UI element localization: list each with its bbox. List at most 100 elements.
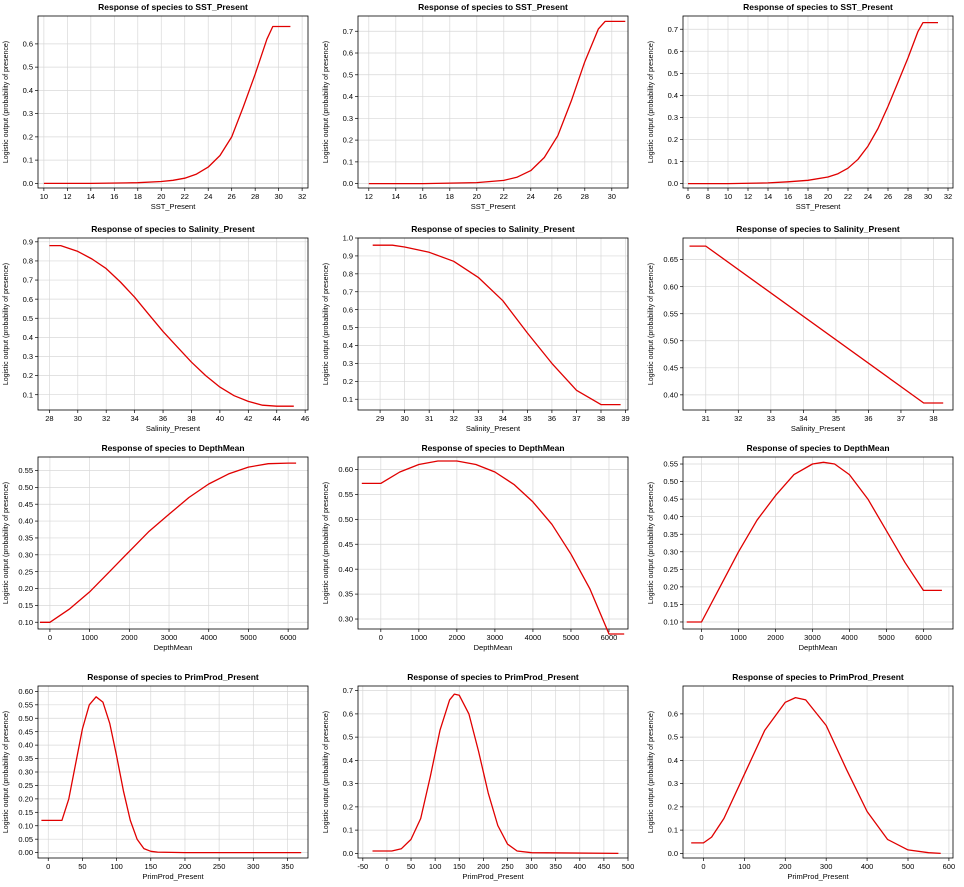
plot-area (683, 16, 953, 188)
plot-frame (357, 15, 629, 189)
response-chart-5: Response of species to Salinity_Present 2… (320, 222, 638, 434)
x-axis-label: PrimProd_Present (787, 872, 849, 881)
y-tick-label: 0.60 (338, 465, 353, 474)
plot-area (683, 457, 953, 629)
x-tick-label: 3000 (161, 633, 178, 642)
x-axis-label: SST_Present (471, 202, 517, 211)
plot-frame (682, 685, 954, 859)
y-tick-label: 0.7 (343, 287, 353, 296)
y-axis-label: Logistic output (probability of presence… (3, 263, 10, 385)
y-tick-label: 0.20 (663, 582, 678, 591)
x-axis-label: PrimProd_Present (462, 872, 524, 881)
x-tick-label: 18 (134, 192, 142, 201)
x-tick-label: 28 (45, 414, 53, 423)
y-tick-label: 0.35 (663, 530, 678, 539)
x-tick-label: 31 (702, 414, 710, 423)
y-tick-label: 0.30 (18, 550, 33, 559)
x-tick-label: 30 (924, 192, 932, 201)
chart-svg: Response of species to Salinity_Present 2… (3, 224, 309, 433)
plot-frame (37, 685, 309, 859)
y-axis-label: Logistic output (probability of presence… (323, 41, 330, 163)
x-tick-label: 46 (301, 414, 309, 423)
chart-svg: Response of species to PrimProd_Present 0… (3, 672, 309, 881)
y-tick-label: 0.9 (343, 252, 353, 261)
y-tick-label: 0.3 (343, 114, 353, 123)
x-tick-label: 28 (581, 192, 589, 201)
x-tick-label: 34 (799, 414, 807, 423)
y-tick-label: 0.40 (663, 390, 678, 399)
y-tick-label: 0.15 (18, 601, 33, 610)
y-tick-label: 0.4 (343, 92, 353, 101)
x-tick-label: 500 (902, 862, 915, 871)
chart-title: Response of species to SST_Present (743, 2, 893, 12)
y-tick-label: 0.55 (18, 466, 33, 475)
response-chart-1: Response of species to SST_Present 10 12 14… (0, 0, 318, 212)
chart-title: Response of species to Salinity_Present (736, 224, 900, 234)
x-tick-label: 12 (744, 192, 752, 201)
x-tick-label: 200 (179, 862, 192, 871)
x-tick-label: 32 (102, 414, 110, 423)
y-tick-label: 0.55 (663, 309, 678, 318)
x-tick-label: 32 (450, 414, 458, 423)
x-tick-label: 32 (944, 192, 952, 201)
x-tick-label: 26 (554, 192, 562, 201)
chart-title: Response of species to Salinity_Present (411, 224, 575, 234)
x-tick-label: 0 (385, 862, 389, 871)
x-tick-label: 450 (598, 862, 611, 871)
x-tick-label: 300 (247, 862, 260, 871)
chart-title: Response of species to PrimProd_Present (87, 672, 259, 682)
x-tick-label: 5000 (563, 633, 580, 642)
x-tick-label: 26 (228, 192, 236, 201)
y-tick-label: 0.6 (343, 49, 353, 58)
y-axis-label: Logistic output (probability of presence… (648, 263, 655, 385)
x-tick-label: 150 (453, 862, 466, 871)
plot-frame (682, 15, 954, 189)
x-tick-label: 35 (523, 414, 531, 423)
y-tick-label: 0.50 (663, 477, 678, 486)
chart-title: Response of species to Salinity_Present (91, 224, 255, 234)
x-tick-label: 5000 (240, 633, 257, 642)
x-tick-label: 1000 (730, 633, 747, 642)
y-tick-label: 0.55 (663, 460, 678, 469)
x-axis-label: Salinity_Present (791, 424, 846, 433)
y-tick-label: 0.50 (18, 483, 33, 492)
y-tick-label: 0.6 (668, 47, 678, 56)
x-axis-label: DepthMean (474, 643, 513, 652)
response-curve (691, 696, 941, 855)
x-tick-label: 14 (87, 192, 95, 201)
x-tick-label: 16 (784, 192, 792, 201)
plot-frame (357, 456, 629, 630)
chart-title: Response of species to PrimProd_Present (407, 672, 579, 682)
y-tick-label: 0.3 (23, 109, 33, 118)
y-tick-label: 0.4 (343, 756, 353, 765)
x-tick-label: 400 (574, 862, 587, 871)
x-tick-label: 200 (477, 862, 490, 871)
y-tick-label: 0.45 (663, 495, 678, 504)
x-tick-label: 150 (145, 862, 158, 871)
x-tick-label: 34 (130, 414, 138, 423)
y-tick-label: 0.30 (663, 547, 678, 556)
y-tick-label: 0.2 (668, 802, 678, 811)
x-tick-label: 29 (376, 414, 384, 423)
y-axis-label: Logistic output (probability of presence… (3, 482, 10, 604)
y-tick-label: 0.6 (23, 295, 33, 304)
response-chart-11: Response of species to PrimProd_Present -… (320, 670, 638, 882)
y-tick-label: 0.0 (343, 849, 353, 858)
response-chart-8: Response of species to DepthMean 0 1000 200… (320, 441, 638, 653)
y-tick-label: 0.10 (663, 618, 678, 627)
y-tick-label: 0.30 (338, 615, 353, 624)
plot-area (683, 238, 953, 410)
plot-frame (37, 456, 309, 630)
response-chart-12: Response of species to PrimProd_Present 0… (645, 670, 963, 882)
x-tick-label: 300 (820, 862, 833, 871)
y-tick-label: 0.8 (343, 269, 353, 278)
x-tick-label: 30 (274, 192, 282, 201)
plot-area (38, 238, 308, 410)
chart-svg: Response of species to SST_Present 12 14 16… (323, 2, 629, 211)
x-tick-label: 3000 (487, 633, 504, 642)
y-axis-label: Logistic output (probability of presence… (323, 711, 330, 833)
x-tick-label: 16 (110, 192, 118, 201)
x-tick-label: 30 (400, 414, 408, 423)
x-tick-label: 24 (204, 192, 212, 201)
x-tick-label: 12 (63, 192, 71, 201)
